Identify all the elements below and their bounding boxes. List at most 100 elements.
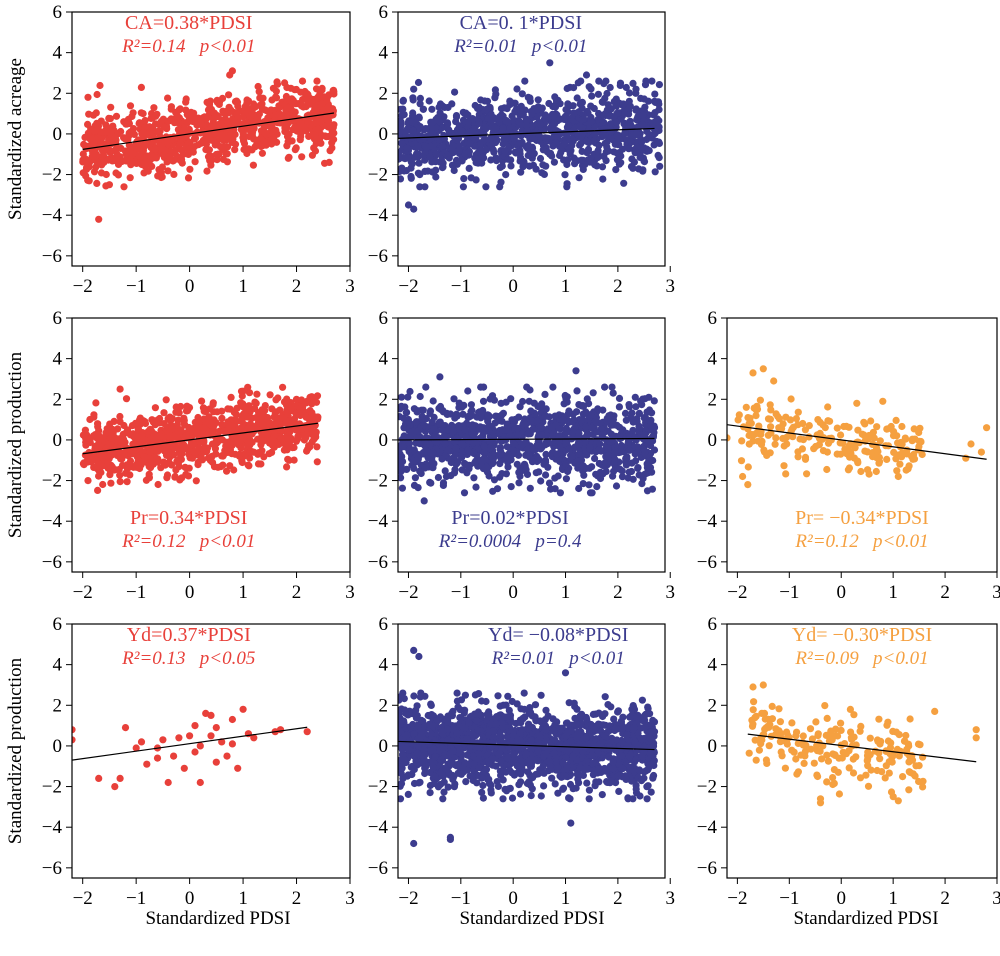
data-point [853, 400, 860, 407]
x-tick-label: −1 [126, 582, 146, 603]
data-point [458, 440, 465, 447]
data-point [788, 395, 795, 402]
data-point [651, 424, 658, 431]
y-tick-label: 0 [53, 736, 63, 757]
data-point [147, 449, 154, 456]
data-point [537, 121, 544, 128]
data-point [592, 418, 599, 425]
data-point [765, 415, 772, 422]
data-point [181, 765, 188, 772]
data-point [816, 435, 823, 442]
data-point [223, 468, 230, 475]
data-point [617, 82, 624, 89]
data-point [608, 431, 615, 438]
data-point [519, 398, 526, 405]
data-point [767, 406, 774, 413]
data-point [628, 155, 635, 162]
data-point [560, 156, 567, 163]
data-point [498, 412, 505, 419]
data-point [259, 150, 266, 157]
data-point [580, 116, 587, 123]
x-tick-label: 1 [888, 582, 898, 603]
data-point [253, 137, 260, 144]
data-point [152, 404, 159, 411]
data-point [484, 418, 491, 425]
data-point [451, 167, 458, 174]
data-point [94, 487, 101, 494]
data-point [259, 431, 266, 438]
points-r2c2 [395, 367, 659, 504]
x-tick-label: 2 [292, 276, 302, 297]
data-point [451, 89, 458, 96]
data-point [618, 442, 625, 449]
data-point [590, 389, 597, 396]
data-point [241, 140, 248, 147]
data-point [461, 426, 468, 433]
data-point [435, 474, 442, 481]
data-point [487, 135, 494, 142]
data-point [588, 93, 595, 100]
data-point [567, 781, 574, 788]
data-point [321, 160, 328, 167]
data-point [533, 166, 540, 173]
data-point [108, 452, 115, 459]
data-point [324, 93, 331, 100]
x-tick-label: 1 [238, 582, 248, 603]
data-point [746, 441, 753, 448]
data-point [594, 405, 601, 412]
data-point [656, 163, 663, 170]
data-point [232, 141, 239, 148]
data-point [399, 466, 406, 473]
data-point [291, 86, 298, 93]
data-point [198, 398, 205, 405]
data-point [417, 123, 424, 130]
data-point [545, 100, 552, 107]
data-point [279, 384, 286, 391]
r-squared-label: R²=0.14 [121, 36, 186, 57]
data-point [823, 466, 830, 473]
data-point [651, 119, 658, 126]
data-point [475, 118, 482, 125]
data-point [240, 706, 247, 713]
data-point [205, 114, 212, 121]
stats-gap [186, 531, 200, 552]
regression-equation: Pr=0.34*PDSI [130, 507, 247, 529]
data-point [651, 141, 658, 148]
data-point [436, 420, 443, 427]
stats-gap [521, 531, 535, 552]
data-point [626, 403, 633, 410]
data-point [470, 430, 477, 437]
data-point [233, 440, 240, 447]
data-point [542, 134, 549, 141]
data-point [444, 119, 451, 126]
data-point [253, 391, 260, 398]
data-point [834, 425, 841, 432]
data-point [593, 428, 600, 435]
data-point [299, 78, 306, 85]
data-point [638, 138, 645, 145]
data-point [597, 475, 604, 482]
data-point [293, 438, 300, 445]
y-tick-label: −2 [42, 165, 62, 186]
data-point [303, 90, 310, 97]
data-point [535, 455, 542, 462]
data-point [783, 434, 790, 441]
data-point [232, 98, 239, 105]
data-point [522, 421, 529, 428]
data-point [84, 477, 91, 484]
data-point [575, 430, 582, 437]
data-point [883, 456, 890, 463]
data-point [304, 118, 311, 125]
x-tick-label: −2 [73, 276, 93, 297]
data-point [295, 124, 302, 131]
data-point [153, 448, 160, 455]
data-point [422, 384, 429, 391]
data-point [563, 183, 570, 190]
x-tick-label: 1 [238, 276, 248, 297]
regression-equation: Yd=0.37*PDSI [127, 624, 251, 646]
data-point [605, 101, 612, 108]
data-point [305, 112, 312, 119]
data-point [308, 409, 315, 416]
